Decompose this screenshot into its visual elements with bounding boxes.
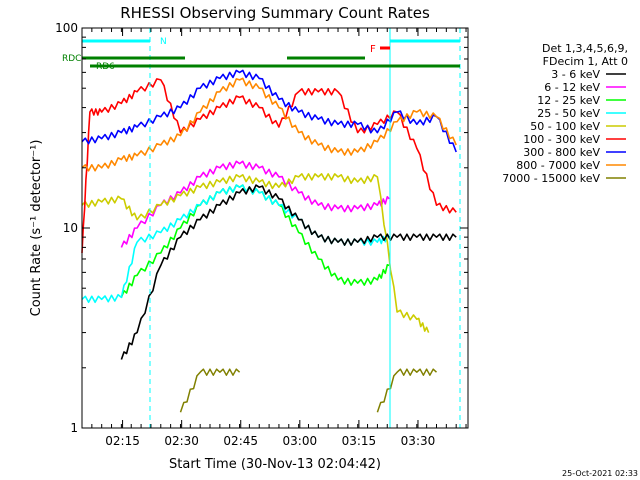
attenuator-bar-rdc-label: RDC bbox=[62, 54, 81, 64]
series-line-7000-15000keV bbox=[179, 368, 438, 413]
legend-header-line: Det 1,3,4,5,6,9, bbox=[542, 42, 628, 55]
x-tick-label: 02:30 bbox=[164, 434, 199, 448]
x-tick-label: 03:00 bbox=[283, 434, 318, 448]
legend-entry-label: 50 - 100 keV bbox=[530, 120, 600, 133]
legend-entry-label: 300 - 800 keV bbox=[523, 146, 600, 159]
flare-bar-label: F bbox=[370, 44, 376, 55]
legend-header-line: FDecim 1, Att 0 bbox=[543, 55, 628, 68]
chart-title: RHESSI Observing Summary Count Rates bbox=[120, 4, 430, 22]
series-line-50-100keV bbox=[81, 173, 430, 333]
legend-entry-label: 25 - 50 keV bbox=[537, 107, 600, 120]
series-line-800-7000keV bbox=[81, 77, 457, 172]
legend: Det 1,3,4,5,6,9,FDecim 1, Att 03 - 6 keV… bbox=[502, 42, 628, 185]
series-line-300-800keV bbox=[81, 69, 457, 153]
y-tick-label: 10 bbox=[63, 221, 78, 235]
night-bar-label: N bbox=[160, 37, 167, 47]
x-tick-label: 03:15 bbox=[342, 434, 377, 448]
series-line-3-6keV bbox=[120, 184, 457, 360]
series-layer bbox=[81, 69, 457, 413]
x-axis-label: Start Time (30-Nov-13 02:04:42) bbox=[169, 457, 381, 472]
x-tick-label: 02:45 bbox=[223, 434, 258, 448]
y-tick-label: 100 bbox=[55, 21, 78, 35]
x-tick-label: 02:15 bbox=[105, 434, 140, 448]
y-axis-label: Count Rate (s⁻¹ detector⁻¹) bbox=[29, 140, 44, 317]
legend-entry-label: 6 - 12 keV bbox=[544, 81, 600, 94]
x-tick-label: 03:30 bbox=[401, 434, 436, 448]
legend-entry-label: 3 - 6 keV bbox=[551, 68, 600, 81]
axis-layer: 1 10 100 02:15 02:30 02:45 03:00 03:15 03:30 bbox=[55, 21, 468, 448]
legend-entry-label: 12 - 25 keV bbox=[537, 94, 600, 107]
legend-entry-label: 800 - 7000 keV bbox=[516, 159, 600, 172]
attenuator-bar-rd6-label: RD6 bbox=[96, 62, 115, 72]
legend-entry-label: 100 - 300 keV bbox=[523, 133, 600, 146]
y-tick-label: 1 bbox=[70, 421, 78, 435]
legend-entry-label: 7000 - 15000 keV bbox=[502, 172, 600, 185]
footer-timestamp: 25-Oct-2021 02:33 bbox=[562, 469, 638, 478]
